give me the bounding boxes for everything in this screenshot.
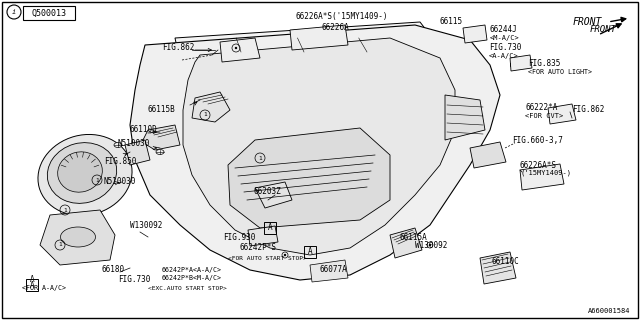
Ellipse shape: [61, 227, 95, 247]
Text: A: A: [29, 276, 35, 284]
Polygon shape: [228, 128, 390, 228]
Text: <FOR A-A/C>: <FOR A-A/C>: [22, 285, 66, 291]
Text: W130092: W130092: [130, 220, 163, 229]
Text: FIG.730: FIG.730: [118, 276, 150, 284]
Text: N510030: N510030: [104, 178, 136, 187]
Text: i: i: [12, 9, 16, 15]
Text: 66110C: 66110C: [492, 258, 520, 267]
Text: A660001584: A660001584: [588, 308, 630, 314]
Text: FIG.862: FIG.862: [162, 44, 195, 52]
Text: 66226A: 66226A: [322, 23, 349, 33]
Circle shape: [235, 47, 237, 49]
Text: FRONT: FRONT: [573, 17, 602, 27]
Polygon shape: [445, 95, 485, 140]
Polygon shape: [480, 252, 516, 284]
Text: 1: 1: [95, 178, 99, 182]
Text: 66077A: 66077A: [320, 266, 348, 275]
Text: 66203Z: 66203Z: [253, 188, 281, 196]
Text: FIG.850: FIG.850: [104, 157, 136, 166]
Circle shape: [429, 244, 431, 246]
Ellipse shape: [156, 149, 164, 155]
Text: A: A: [29, 281, 35, 290]
Polygon shape: [142, 125, 180, 150]
Circle shape: [284, 254, 286, 256]
Text: 1: 1: [58, 243, 62, 247]
Polygon shape: [520, 164, 564, 190]
Polygon shape: [463, 25, 487, 43]
Text: FIG.660-3,7: FIG.660-3,7: [512, 135, 563, 145]
Text: 66115B: 66115B: [148, 106, 176, 115]
Polygon shape: [40, 210, 115, 265]
Text: 66244J: 66244J: [490, 26, 518, 35]
Text: FRONT: FRONT: [590, 26, 617, 35]
Text: FIG.730: FIG.730: [489, 44, 522, 52]
Text: FIG.862: FIG.862: [572, 106, 604, 115]
Text: 66180: 66180: [102, 266, 125, 275]
Text: 1: 1: [203, 113, 207, 117]
Text: FIG.835: FIG.835: [528, 59, 561, 68]
Bar: [23, 6, 75, 20]
Bar: [264, 222, 276, 234]
Text: <FOR AUTO LIGHT>: <FOR AUTO LIGHT>: [528, 69, 592, 75]
Text: 66242P*A<A-A/C>: 66242P*A<A-A/C>: [162, 267, 222, 273]
Polygon shape: [470, 142, 506, 168]
Polygon shape: [255, 182, 292, 208]
Polygon shape: [125, 140, 150, 165]
Polygon shape: [548, 104, 576, 124]
Polygon shape: [248, 226, 278, 246]
Text: A: A: [268, 223, 272, 233]
Text: <M-A/C>: <M-A/C>: [490, 35, 520, 41]
Bar: [304, 246, 316, 258]
Ellipse shape: [47, 143, 116, 204]
Text: <A-A/C>: <A-A/C>: [489, 53, 519, 59]
Text: N510030: N510030: [118, 139, 150, 148]
Text: 1: 1: [258, 156, 262, 161]
Polygon shape: [220, 38, 260, 62]
Text: 66115: 66115: [440, 18, 463, 27]
Text: Q500013: Q500013: [31, 9, 67, 18]
Text: A: A: [308, 247, 312, 257]
Polygon shape: [183, 38, 455, 255]
Text: ('15MY1409-): ('15MY1409-): [520, 170, 571, 176]
Polygon shape: [310, 260, 348, 282]
Text: 1: 1: [63, 207, 67, 212]
Bar: [26, 279, 38, 291]
Text: <EXC.AUTO START STOP>: <EXC.AUTO START STOP>: [148, 285, 227, 291]
Text: <FOR CVT>: <FOR CVT>: [525, 113, 563, 119]
Text: 66242P*S: 66242P*S: [240, 244, 277, 252]
Text: 66226A*S('15MY1409-): 66226A*S('15MY1409-): [295, 12, 387, 21]
Text: 66226A*S: 66226A*S: [520, 161, 557, 170]
Text: 66242P*B<M-A/C>: 66242P*B<M-A/C>: [162, 275, 222, 281]
Text: 66115A: 66115A: [400, 234, 428, 243]
Text: W130092: W130092: [415, 241, 447, 250]
Ellipse shape: [38, 134, 132, 216]
Ellipse shape: [114, 142, 122, 148]
Polygon shape: [390, 228, 422, 258]
Ellipse shape: [58, 152, 102, 192]
Polygon shape: [130, 25, 500, 280]
Polygon shape: [510, 55, 532, 71]
Text: <FOR AUTO START STOP>: <FOR AUTO START STOP>: [228, 255, 307, 260]
Text: 66110D: 66110D: [130, 125, 157, 134]
Polygon shape: [192, 92, 230, 122]
Text: FIG.930: FIG.930: [223, 234, 255, 243]
Text: 66222*A: 66222*A: [525, 103, 557, 113]
Polygon shape: [290, 25, 348, 50]
Polygon shape: [175, 22, 430, 52]
